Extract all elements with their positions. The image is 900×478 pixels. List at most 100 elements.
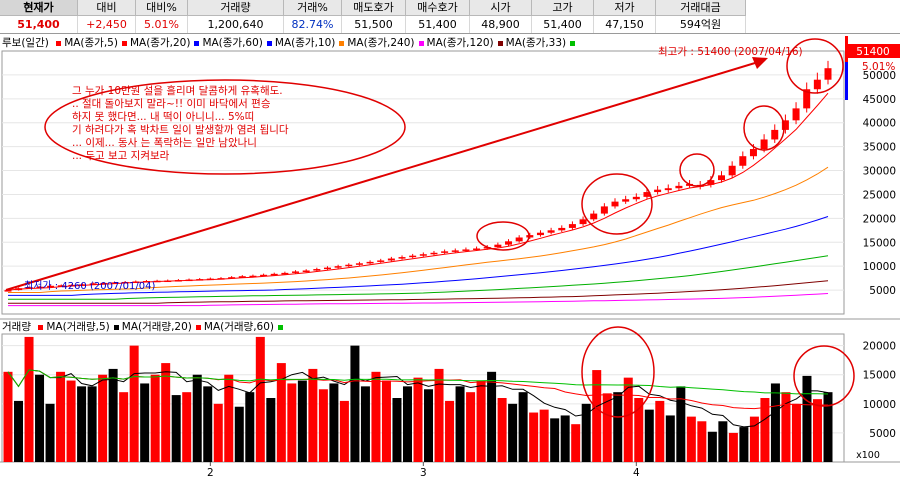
legend-swatch [195, 324, 201, 330]
note-ellipse [44, 79, 406, 175]
volume-bar [119, 392, 129, 462]
legend-label: MA(거래량,20) [121, 321, 192, 333]
legend-label: MA(종가,10) [274, 37, 336, 49]
candle-body [430, 252, 438, 255]
price-legend-item: MA(종가,10) [266, 36, 336, 50]
volume-bar [350, 345, 360, 462]
x-tick-label: 3 [420, 467, 427, 478]
price-y-tick-label: 50000 [863, 70, 896, 82]
candle-body [281, 272, 289, 275]
last-price-value: 51400 [856, 46, 889, 58]
volume-bar [560, 415, 570, 462]
highlight-circle [743, 105, 785, 151]
volume-bar [56, 371, 66, 462]
price-y-tick-label: 45000 [863, 94, 896, 106]
volume-bar [487, 371, 497, 462]
candle-body [664, 188, 672, 191]
candle-body [142, 281, 150, 283]
header-cell: 매수호가 [406, 0, 470, 16]
price-y-tick-label: 35000 [863, 142, 896, 154]
volume-bar [77, 386, 87, 462]
candle-body [462, 249, 470, 251]
candle-body [419, 254, 427, 256]
candle-body [515, 237, 523, 242]
legend-label: MA(거래량,5) [46, 321, 110, 333]
highlight-circle [581, 173, 653, 235]
volume-bar [371, 371, 381, 462]
volume-bar [497, 398, 507, 462]
volume-bar [14, 400, 24, 462]
candle-body [600, 206, 608, 214]
volume-bar [276, 363, 286, 462]
volume-bar [308, 368, 318, 462]
volume-bar [812, 399, 822, 462]
candle-body [451, 250, 459, 252]
volume-bar [266, 398, 276, 462]
candle-body [249, 275, 257, 278]
volume-y-tick-label: 20000 [863, 341, 896, 353]
candle-body [323, 267, 331, 270]
volume-y-tick-label: 10000 [863, 399, 896, 411]
volume-bar [644, 409, 654, 462]
volume-moving-average-line [7, 369, 829, 395]
header-cell: 거래% [284, 0, 342, 16]
annotation-note-line: 하지 못 했다면... 내 떡이 아니니... 5%띠 [72, 110, 254, 123]
volume-bar [192, 374, 202, 462]
price-panel-title: 루보(일간) [2, 37, 49, 49]
value-cell: 82.74% [284, 16, 342, 33]
last-price-badge [846, 44, 900, 58]
candle-body [771, 129, 779, 140]
candle-body [611, 201, 619, 207]
volume-bar [402, 386, 412, 462]
header-cell: 대비% [136, 0, 188, 16]
candle-body [57, 285, 65, 287]
candle-body [355, 263, 363, 265]
candle-body [302, 270, 310, 272]
volume-bar [476, 380, 486, 462]
volume-bar [550, 418, 560, 462]
volume-bar [318, 389, 328, 462]
candle-body [110, 282, 118, 284]
candle-body [398, 257, 406, 259]
price-legend-item: MA(종가,33) [497, 36, 566, 50]
volume-bar [203, 386, 213, 462]
price-legend-item: MA(종가,20) [121, 36, 191, 50]
annotation-note-line: .. 절대 돌아보지 말라~!! 이미 바닥에서 편승 [72, 97, 271, 110]
candle-body [292, 271, 300, 273]
value-cell: 51,400 [0, 16, 78, 33]
header-cell: 거래대금 [656, 0, 746, 16]
price-y-tick-label: 25000 [863, 189, 896, 201]
legend-swatch [121, 40, 127, 46]
candle-body [36, 286, 44, 289]
volume-bar [623, 377, 633, 462]
legend-swatch [497, 40, 503, 46]
low-price-label: 최저가 : 4260 (2007/01/04) [24, 280, 155, 292]
candle-body [174, 280, 182, 282]
volume-bar [35, 374, 45, 462]
candle-body [100, 282, 108, 285]
volume-bar [329, 383, 339, 462]
price-panel-frame [1, 50, 845, 315]
header-cell: 시가 [470, 0, 532, 16]
legend-label: MA(종가,20) [129, 37, 191, 49]
candle-body [196, 279, 204, 281]
candle-body [632, 196, 640, 200]
candle-body [377, 260, 385, 262]
candle-body [217, 278, 225, 280]
candle-body [68, 284, 76, 287]
candle-body [547, 230, 555, 233]
volume-bar [613, 392, 623, 462]
volume-bar [739, 427, 749, 462]
value-cell: 1,200,640 [188, 16, 284, 33]
value-cell: 51,400 [532, 16, 594, 33]
volume-bar [108, 368, 118, 462]
legend-label: MA(종가,5) [64, 37, 118, 49]
price-y-tick-label: 5000 [869, 285, 896, 297]
candle-body [153, 280, 161, 283]
legend-swatch [570, 40, 576, 46]
value-cell: 51,500 [342, 16, 406, 33]
volume-bar [297, 380, 307, 462]
volume-highlight-circle [793, 345, 855, 407]
highlight-circle [476, 221, 530, 251]
